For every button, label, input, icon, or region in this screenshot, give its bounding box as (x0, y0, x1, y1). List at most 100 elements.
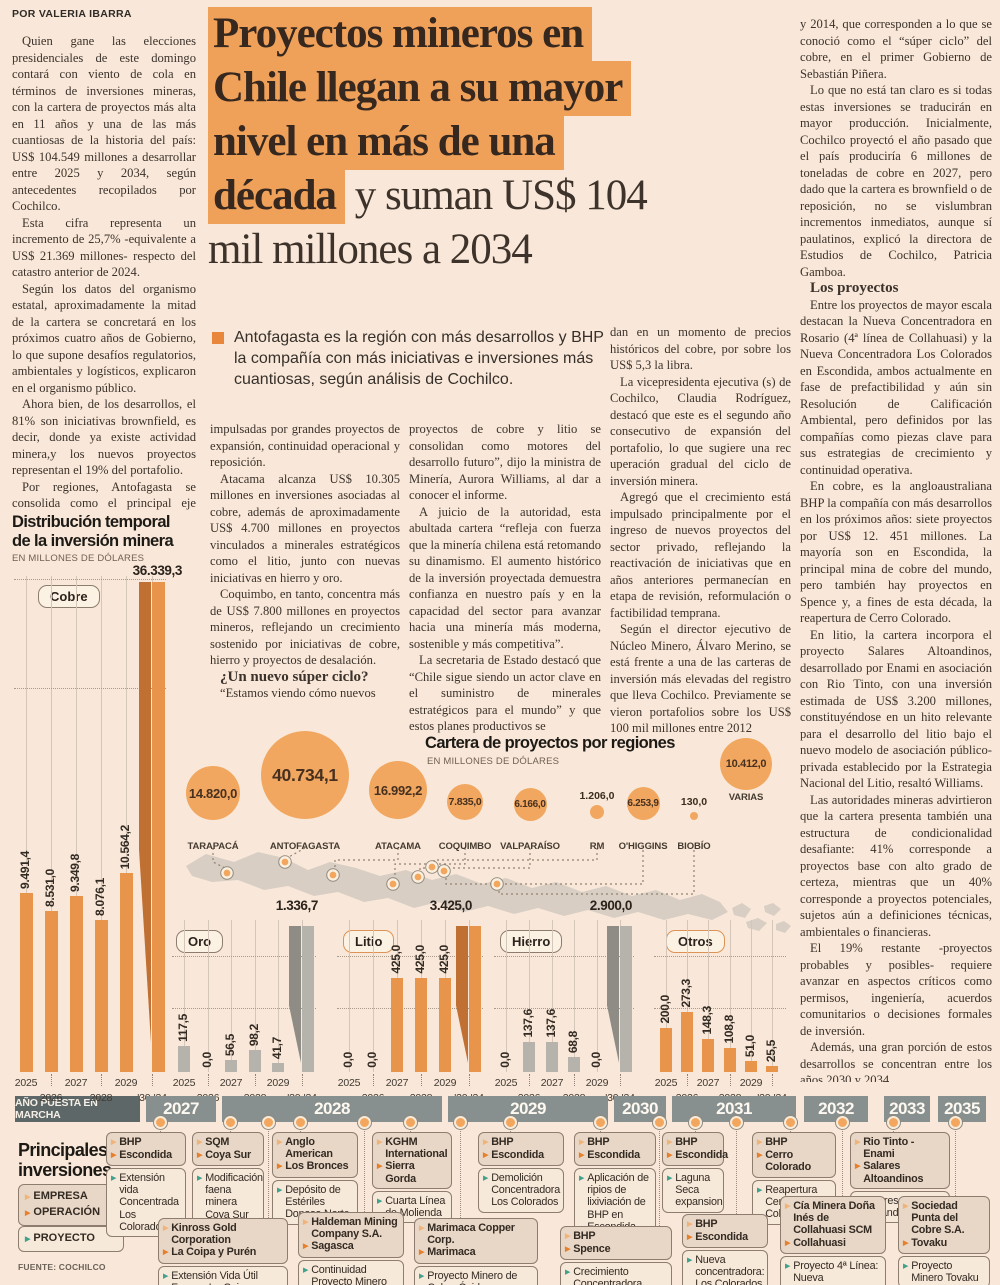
region-name: VALPARAÍSO (500, 841, 560, 852)
timeline-connector-line (364, 1126, 365, 1212)
proyecto-arrow-icon: ▶ (903, 1263, 909, 1270)
timeline-dot (730, 1116, 743, 1129)
gridline-dotted (337, 956, 483, 957)
axis-tick (51, 1074, 52, 1086)
operacion-arrow-icon: ▶ (855, 1163, 861, 1171)
bar-value-label: 41,7 (270, 1036, 284, 1059)
timeline-dot (454, 1116, 467, 1129)
bar-break-indicator (139, 582, 151, 1043)
gridline (506, 920, 507, 1072)
gridline-dotted (14, 579, 166, 580)
card-text: BHP (491, 1136, 514, 1148)
gridline (708, 920, 709, 1072)
timeline-connector-line (410, 1126, 411, 1132)
paragraph: Las autoridades mineras advirtieron que … (800, 792, 992, 939)
bar (469, 926, 481, 1072)
empresa-arrow-icon: ▶ (419, 1225, 425, 1232)
project-card-body: ▶ Extensión vida Concentrada Los Colorado… (106, 1168, 186, 1238)
gridline (184, 920, 185, 1072)
empresa-arrow-icon: ▶ (785, 1203, 791, 1210)
axis-tick-label: 2025 (494, 1077, 518, 1089)
paragraph: Ahora bien, de los desarrollos, el 81% s… (12, 397, 196, 477)
proyecto-arrow-icon: ▶ (419, 1273, 425, 1280)
timeline-connector-line (659, 1126, 660, 1226)
empresa-arrow-icon: ▶ (855, 1139, 861, 1146)
chart-title-regiones: Cartera de proyectos por regiones (425, 734, 675, 752)
gridline (772, 920, 773, 1072)
byline: POR VALERIA IBARRA (12, 8, 132, 20)
bar (225, 1060, 237, 1072)
operacion-arrow-icon: ▶ (163, 1249, 169, 1257)
article-column-3: proyectos de cobre y litio se consolidan… (409, 421, 601, 739)
paragraph: Esta cifra representa un incremento de 2… (12, 215, 196, 280)
section-heading: ¿Un nuevo súper ciclo? (220, 668, 369, 685)
paragraph: La secretaria de Estado destacó que “Chi… (409, 653, 601, 733)
map-location-dots (220, 855, 504, 891)
bar (272, 1063, 284, 1072)
operacion-arrow-icon: ▶ (579, 1152, 585, 1160)
region-name: COQUIMBO (438, 841, 492, 852)
project-card-header: ▶ Marimaca Copper Corp. ▶ Marimaca (414, 1218, 538, 1264)
timeline-dot (154, 1116, 167, 1129)
bar-value-label: 9.491,4 (18, 851, 32, 889)
card-text: BHP (695, 1218, 718, 1230)
project-card-body: ▶Continuidad Proyecto Minero Sagasca (298, 1260, 404, 1285)
bar-value-label: 148,3 (700, 1006, 714, 1035)
timeline-year: 2035 (938, 1096, 986, 1122)
timeline-dot (887, 1116, 900, 1129)
gridline (76, 576, 77, 1072)
region-bubble: 14.820,0 (186, 766, 240, 820)
proyecto-arrow-icon: ▶ (197, 1175, 203, 1182)
card-text: Haldeman Mining Company S.A. (311, 1216, 398, 1241)
card-text: Sociedad Punta del Cobre S.A. (911, 1200, 965, 1237)
gridline (51, 576, 52, 1072)
empresa-arrow-icon: ▶ (483, 1139, 489, 1146)
region-name: O'HIGGINS (618, 841, 668, 852)
proyecto-arrow-icon: ▶ (579, 1175, 585, 1182)
paragraph: Agregó que el crecimiento está impulsado… (610, 490, 791, 620)
card-text: Cerro Colorado (765, 1149, 811, 1174)
proyecto-arrow-icon: ▶ (163, 1273, 169, 1280)
region-bubble: 40.734,1 (261, 731, 349, 819)
card-text: Tovaku (911, 1236, 947, 1249)
gridline (349, 920, 350, 1072)
timeline-connector-line (736, 1126, 737, 1214)
section-heading: Los proyectos (810, 280, 899, 296)
empresa-arrow-icon: ▶ (687, 1221, 693, 1228)
region-name: TARAPACÁ (187, 841, 239, 852)
empresa-arrow-icon: ▶ (277, 1139, 283, 1146)
bar-break-indicator (607, 926, 619, 1063)
proyecto-arrow-icon: ▶ (303, 1267, 309, 1274)
axis-tick-label: 2029 (433, 1077, 457, 1089)
paragraph: Atacama alcanza US$ 10.305 millones en i… (210, 471, 400, 585)
project-card-body: ▶ Nueva concentradora: Los Colorados (682, 1250, 768, 1285)
card-text: BHP (587, 1136, 610, 1148)
project-card-header: ▶ BHP ▶ Escondida (662, 1132, 728, 1167)
gridline (278, 920, 279, 1072)
bar-value-label: 10.564,2 (118, 824, 132, 869)
headline-highlight: década (208, 169, 345, 224)
axis-tick (152, 1074, 153, 1086)
timeline-connector-line (510, 1126, 511, 1132)
bar (178, 1046, 190, 1072)
region-bubble: 16.992,2 (369, 761, 427, 819)
legend-title: Principales inversiones (18, 1140, 112, 1180)
card-text: Marimaca (427, 1246, 476, 1259)
card-text: Escondida (675, 1149, 728, 1162)
proyecto-arrow-icon: ▶ (377, 1198, 383, 1205)
tag-oro: Oro (176, 930, 224, 953)
bar-value-label: 200,0 (658, 995, 672, 1024)
bar-top-value: 36.339,3 (132, 563, 183, 578)
bar (415, 978, 427, 1072)
timeline-dot (504, 1116, 517, 1129)
bar (119, 873, 133, 1072)
project-card-body: ▶Proyecto 4ª Línea: Nueva conentradora e… (780, 1256, 886, 1285)
axis-tick (101, 1074, 102, 1086)
bar-top-value: 2.900,0 (589, 898, 633, 913)
region-name: BIOBÍO (677, 841, 711, 852)
region-name: ATACAMA (375, 841, 421, 852)
bar (391, 978, 403, 1072)
paragraph: “Estamos viendo cómo nuevos (220, 686, 376, 700)
operacion-arrow-icon: ▶ (785, 1239, 791, 1247)
timeline-connector-line (893, 1126, 894, 1132)
